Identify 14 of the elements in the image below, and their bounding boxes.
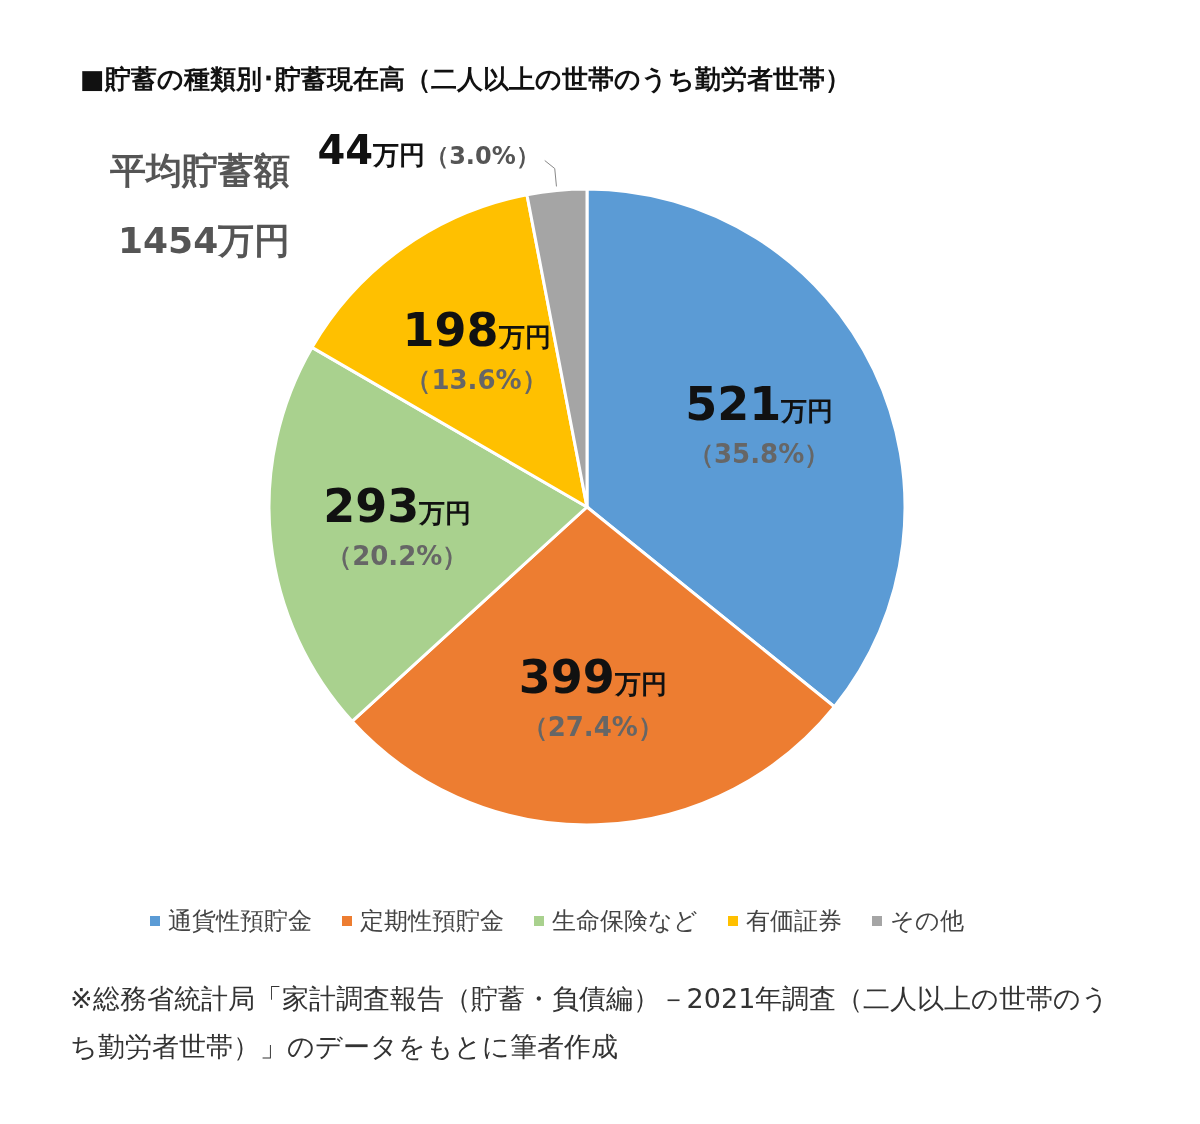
- text: 平均貯蓄額: [110, 150, 290, 191]
- data-label: 521万円（35.8%）: [685, 376, 834, 469]
- data-label: 198万円（13.6%）: [402, 303, 551, 396]
- legend-label: 生命保険など: [552, 907, 698, 935]
- text: 1454万円: [118, 220, 291, 261]
- legend-label: その他: [890, 907, 964, 935]
- data-label: 293万円（20.2%）: [323, 479, 472, 572]
- text: ※総務省統計局「家計調査報告（貯蓄・負債編）－2021年調査（二人以上の世帯のうち勤労者世帯）」のデータをもとに筆者作成: [70, 982, 1111, 1064]
- data-label: 399万円（27.4%）: [518, 649, 667, 742]
- legend-label: 有価証券: [746, 907, 842, 935]
- data-label: 44万円（3.0%）: [317, 126, 540, 173]
- legend-label: 定期性預貯金: [360, 907, 504, 935]
- legend-label: 通貨性預貯金: [168, 907, 312, 935]
- title: ■貯蓄の種類別･貯蓄現在高（二人以上の世帯のうち勤労者世帯）: [80, 64, 851, 94]
